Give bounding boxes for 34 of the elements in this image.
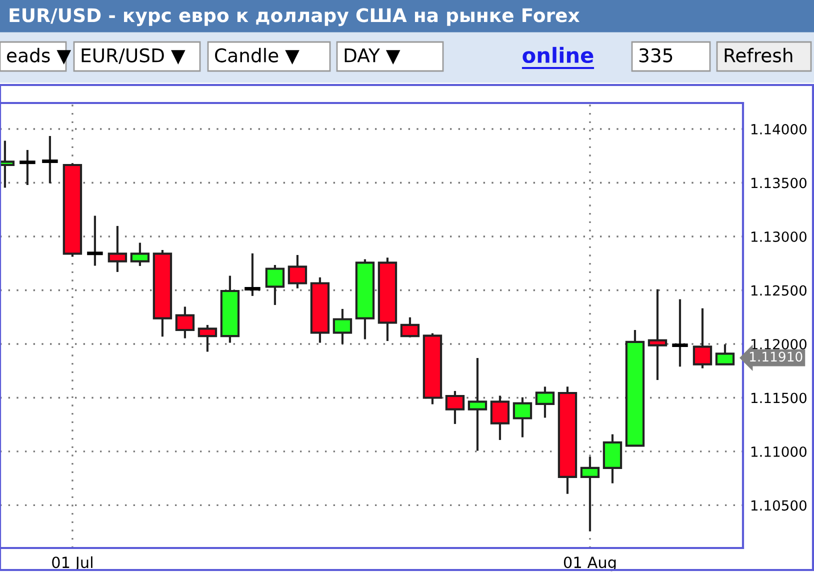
candlestick bbox=[332, 308, 352, 346]
text: eads ▼ bbox=[7, 48, 72, 64]
y-tick-label: 1.11500 bbox=[751, 392, 806, 404]
candlestick bbox=[468, 356, 488, 452]
candlestick bbox=[175, 306, 195, 340]
y-tick-label: 1.11000 bbox=[751, 446, 806, 457]
candlestick bbox=[535, 386, 555, 419]
candlestick bbox=[580, 456, 600, 532]
text: EUR/USD ▼ bbox=[82, 48, 186, 64]
text: online bbox=[522, 46, 594, 64]
text: Candle ▼ bbox=[215, 48, 300, 64]
text: DAY ▼ bbox=[344, 48, 400, 64]
candlestick bbox=[490, 394, 510, 442]
y-tick-label: 1.12000 bbox=[751, 338, 806, 350]
candlestick bbox=[198, 324, 218, 353]
y-tick-label: 1.13000 bbox=[751, 231, 806, 242]
candlestick bbox=[265, 264, 285, 306]
candlestick bbox=[445, 390, 465, 426]
candlestick bbox=[648, 288, 668, 382]
y-tick-label: 1.14000 bbox=[751, 124, 806, 134]
y-tick-label: 1.12500 bbox=[751, 285, 806, 296]
y-tick-label: 1.13500 bbox=[751, 178, 806, 188]
candlestick bbox=[512, 396, 532, 438]
y-tick-label: 1.10500 bbox=[751, 500, 806, 511]
chart-title: EUR/USD - курс евро к доллару США на рынке Forex bbox=[10, 8, 580, 26]
text: 335 bbox=[639, 48, 672, 62]
text: 1.11910 bbox=[750, 352, 802, 362]
candlestick bbox=[130, 242, 150, 267]
candlestick bbox=[715, 343, 735, 366]
candlestick bbox=[288, 254, 308, 290]
text: Refresh bbox=[724, 48, 792, 62]
candlestick bbox=[108, 224, 128, 274]
candlestick bbox=[692, 307, 712, 370]
candlestick bbox=[400, 316, 420, 338]
